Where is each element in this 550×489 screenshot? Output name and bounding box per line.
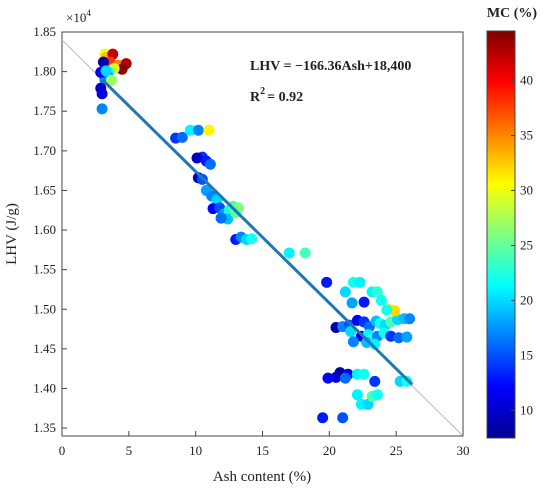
data-point [283, 247, 295, 259]
data-point [404, 313, 416, 325]
x-axis-ticks: 0 5 10 15 20 25 30 [59, 431, 470, 458]
r-squared: R2 = 0.92 [250, 86, 303, 105]
x-tick-label: 30 [457, 443, 470, 458]
data-point [358, 368, 370, 380]
colorbar-tick-label: 40 [520, 73, 533, 88]
data-points [95, 48, 416, 424]
y-tick-label: 1.40 [33, 380, 56, 395]
data-point [184, 124, 196, 136]
data-point [375, 295, 387, 307]
x-tick-label: 15 [256, 443, 269, 458]
data-point [246, 233, 258, 245]
colorbar-title: MC (%) [487, 6, 537, 21]
x-tick-label: 20 [323, 443, 336, 458]
data-point [354, 276, 366, 288]
data-point [96, 88, 108, 100]
data-point [105, 74, 117, 86]
data-point [337, 412, 349, 424]
data-point [191, 152, 203, 164]
regression-equation: LHV = −166.36Ash+18,400 [250, 59, 411, 74]
y-tick-label: 1.55 [33, 262, 56, 277]
y-axis-label: LHV (J/g) [4, 203, 20, 265]
x-tick-label: 10 [189, 443, 202, 458]
data-point [322, 372, 334, 384]
data-point [215, 212, 227, 224]
data-point [192, 124, 204, 136]
colorbar-ticks: 10 15 20 25 30 35 40 [511, 73, 533, 418]
colorbar-tick-label: 25 [520, 238, 533, 253]
y-tick-label: 1.45 [33, 341, 56, 356]
data-point [317, 412, 329, 424]
y-tick-label: 1.85 [33, 24, 56, 39]
colorbar-tick-label: 10 [520, 403, 533, 418]
data-point [339, 372, 351, 384]
data-point [203, 124, 215, 136]
x-tick-label: 25 [390, 443, 403, 458]
fit-line-group [101, 78, 414, 386]
y-tick-label: 1.50 [33, 301, 56, 316]
y-tick-label: 1.70 [33, 143, 56, 158]
colorbar-tick-label: 20 [520, 293, 533, 308]
y-axis-ticks: 1.35 1.40 1.45 1.50 1.55 1.60 1.65 1.70 1.75 1.80… [33, 24, 67, 435]
colorbar-tick-label: 35 [520, 128, 533, 143]
x-tick-label: 5 [126, 443, 133, 458]
colorbar [486, 30, 516, 439]
data-point [346, 297, 358, 309]
data-point [401, 331, 413, 343]
y-tick-label: 1.75 [33, 103, 56, 118]
data-point [97, 56, 109, 68]
data-point [371, 389, 383, 401]
x-tick-label: 0 [59, 443, 66, 458]
data-point [100, 65, 112, 77]
data-point [321, 276, 333, 288]
data-point [393, 332, 405, 344]
y-tick-label: 1.65 [33, 182, 56, 197]
data-point [299, 247, 311, 259]
regression-line [101, 78, 414, 386]
colorbar-tick-label: 15 [520, 348, 533, 363]
colorbar-tick-label: 30 [520, 183, 533, 198]
data-point [116, 63, 128, 75]
data-point [369, 375, 381, 387]
data-point [371, 286, 383, 298]
y-tick-label: 1.35 [33, 420, 56, 435]
y-tick-label: 1.80 [33, 64, 56, 79]
data-point [339, 286, 351, 298]
data-point [351, 389, 363, 401]
data-point [389, 305, 401, 317]
data-point [358, 296, 370, 308]
x-axis-label: Ash content (%) [213, 469, 311, 485]
y-tick-label: 1.60 [33, 222, 56, 237]
data-point [204, 158, 216, 170]
data-point [347, 336, 359, 348]
data-point [96, 103, 108, 115]
data-point [176, 131, 188, 143]
data-point [381, 304, 393, 316]
y-multiplier: ×104 [66, 8, 91, 25]
